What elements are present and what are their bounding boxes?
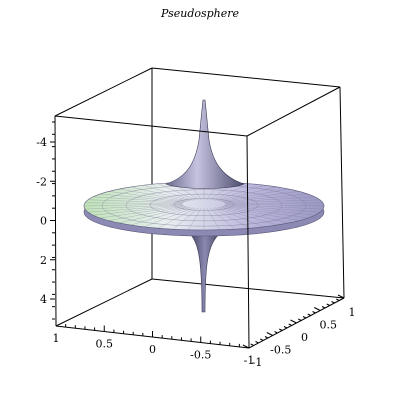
y-tick-mark — [242, 344, 250, 349]
mesh-meridian — [83, 203, 183, 207]
mesh-meridian — [119, 188, 189, 202]
box-front — [54, 67, 345, 349]
mesh-meridian — [223, 196, 315, 203]
y-tick-mark — [274, 331, 278, 334]
mesh-meridian — [212, 207, 251, 229]
y-tick-mark — [279, 328, 283, 331]
y-tick-label: 0.5 — [320, 319, 338, 332]
y-tick-mark — [283, 326, 288, 329]
y-tick-mark — [326, 303, 330, 306]
mesh-meridian — [100, 205, 186, 219]
y-tick-label: -1 — [252, 356, 263, 369]
mesh-meridian — [225, 203, 325, 207]
mesh-meridian — [130, 186, 191, 201]
y-tick-mark — [336, 298, 340, 301]
z-tick-label: -4 — [36, 136, 47, 149]
mesh-meridian — [225, 202, 323, 204]
mesh-meridian — [221, 191, 300, 202]
x-tick-label: 0.5 — [96, 338, 114, 351]
y-tick-mark — [307, 313, 311, 316]
y-tick-mark — [260, 338, 264, 341]
y-tick-mark — [321, 306, 326, 309]
y-tick-mark — [264, 336, 269, 339]
z-tick-label: -2 — [36, 175, 47, 188]
chart-title: Pseudosphere — [160, 7, 240, 20]
mesh-meridian — [143, 185, 194, 201]
x-tick-label: 1 — [53, 332, 60, 345]
mesh-meridian — [222, 193, 308, 203]
mesh-meridian — [224, 199, 320, 204]
y-tick-label: -0.5 — [270, 344, 291, 357]
mesh-meridian — [214, 185, 265, 201]
mesh-meridian — [219, 188, 289, 202]
y-axis: -1 -0.5 0 0.5 1 — [242, 294, 356, 369]
z-axis: -4 -2 0 2 4 — [36, 121, 55, 320]
mesh-meridian — [157, 207, 196, 229]
mesh-meridian — [188, 208, 202, 230]
mesh-meridian — [143, 207, 194, 227]
mesh-meridian — [157, 183, 196, 201]
mesh-meridian — [85, 204, 183, 210]
mesh-meridian — [224, 204, 320, 213]
y-tick-label: 0 — [301, 331, 308, 344]
mesh-meridian — [221, 206, 300, 221]
y-tick-mark — [290, 319, 297, 324]
z-tick-label: 4 — [40, 293, 47, 306]
mesh-meridian — [219, 206, 289, 224]
mesh-meridian — [214, 207, 265, 227]
pseudosphere-surface — [83, 99, 325, 237]
y-tick-mark — [288, 323, 292, 326]
mesh-meridian — [223, 205, 315, 216]
mesh-meridian — [88, 199, 184, 204]
y-tick-mark — [250, 343, 254, 346]
mesh-meridian — [217, 207, 278, 226]
mesh-meridian — [88, 204, 184, 213]
x-tick-label: -0.5 — [190, 349, 211, 362]
y-tick-mark — [331, 301, 335, 304]
y-tick-mark — [298, 318, 302, 321]
y-tick-mark — [266, 332, 273, 336]
surface-upper-horn — [165, 99, 245, 189]
mesh-meridian — [100, 193, 186, 203]
x-tick-label: 0 — [149, 343, 156, 356]
y-tick-mark — [314, 307, 321, 311]
y-tick-mark — [337, 294, 345, 299]
mesh-meridian — [206, 208, 220, 230]
mesh-meridian — [93, 196, 185, 203]
mesh-meridian — [172, 208, 199, 230]
mesh-meridian — [119, 206, 189, 224]
y-tick-mark — [302, 316, 307, 319]
mesh-meridian — [85, 202, 183, 204]
mesh-meridian — [130, 207, 191, 226]
x-tick-label: -1 — [244, 354, 255, 367]
y-tick-mark — [255, 341, 259, 344]
z-tick-label: 0 — [40, 215, 47, 228]
mesh-meridian — [212, 183, 251, 201]
z-tick-label: 2 — [40, 254, 47, 267]
y-tick-label: 1 — [349, 306, 356, 319]
mesh-meridian — [209, 208, 236, 230]
y-tick-mark — [312, 311, 316, 314]
mesh-meridian — [93, 205, 185, 216]
surface-lower-horn — [187, 231, 223, 313]
mesh-meridian — [222, 205, 308, 219]
mesh-meridian — [108, 191, 187, 202]
mesh-meridian — [225, 204, 323, 210]
mesh-meridian — [108, 206, 187, 221]
x-axis: 1 0.5 0 -0.5 -1 — [53, 320, 255, 367]
